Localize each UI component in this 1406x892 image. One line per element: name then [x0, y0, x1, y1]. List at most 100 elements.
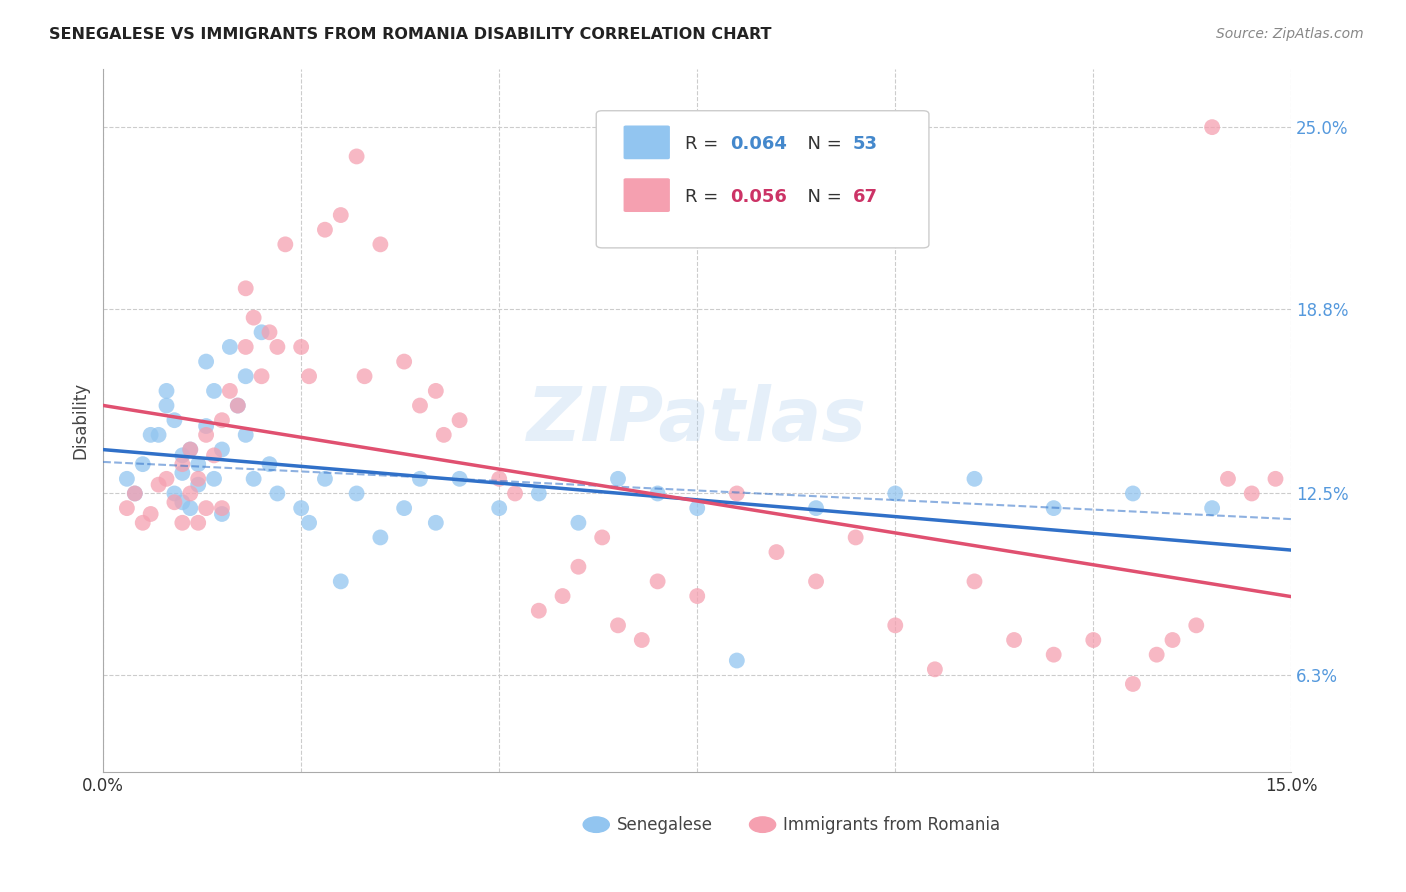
Point [630, 632, 652, 647]
Point [607, 472, 630, 486]
Point [1264, 472, 1286, 486]
Point [353, 369, 375, 384]
Text: Senegalese: Senegalese [616, 815, 713, 834]
Point [202, 449, 225, 463]
Point [1185, 618, 1208, 632]
Circle shape [749, 817, 776, 832]
Point [686, 589, 709, 603]
Point [591, 531, 613, 545]
Point [567, 516, 589, 530]
Point [845, 531, 868, 545]
Point [551, 589, 574, 603]
Point [132, 457, 155, 471]
Point [163, 413, 186, 427]
Point [1122, 677, 1144, 691]
Point [392, 354, 415, 368]
Point [259, 326, 281, 340]
Point [187, 472, 209, 486]
Point [1240, 486, 1263, 500]
Point [765, 545, 787, 559]
Point [235, 281, 257, 295]
Point [567, 559, 589, 574]
Point [155, 399, 177, 413]
Point [218, 384, 240, 398]
Text: SENEGALESE VS IMMIGRANTS FROM ROMANIA DISABILITY CORRELATION CHART: SENEGALESE VS IMMIGRANTS FROM ROMANIA DI… [49, 27, 772, 42]
Point [527, 486, 550, 500]
Text: 67: 67 [853, 187, 877, 205]
Text: Source: ZipAtlas.com: Source: ZipAtlas.com [1216, 27, 1364, 41]
Point [804, 574, 827, 589]
Y-axis label: Disability: Disability [72, 382, 89, 458]
Point [211, 413, 233, 427]
Point [259, 457, 281, 471]
Point [155, 384, 177, 398]
Point [195, 428, 218, 442]
Point [179, 442, 201, 457]
Point [607, 618, 630, 632]
Point [139, 507, 162, 521]
Point [148, 428, 170, 442]
Point [1201, 120, 1223, 135]
Point [527, 604, 550, 618]
Point [235, 340, 257, 354]
Point [202, 472, 225, 486]
Point [409, 472, 432, 486]
Point [250, 326, 273, 340]
Point [235, 428, 257, 442]
Point [1002, 632, 1025, 647]
Point [433, 428, 456, 442]
Point [250, 369, 273, 384]
Point [179, 501, 201, 516]
Text: N =: N = [796, 187, 848, 205]
FancyBboxPatch shape [624, 126, 669, 160]
FancyBboxPatch shape [596, 111, 929, 248]
Point [1042, 501, 1064, 516]
Point [1161, 632, 1184, 647]
Point [172, 449, 194, 463]
Point [1216, 472, 1239, 486]
Text: N =: N = [796, 135, 848, 153]
Point [163, 495, 186, 509]
Point [647, 574, 669, 589]
Point [425, 384, 447, 398]
Point [1042, 648, 1064, 662]
Point [172, 495, 194, 509]
Point [187, 516, 209, 530]
Point [725, 653, 748, 667]
Point [226, 399, 249, 413]
Point [449, 413, 471, 427]
Point [314, 472, 336, 486]
Point [290, 501, 312, 516]
Point [124, 486, 146, 500]
Point [290, 340, 312, 354]
Point [155, 472, 177, 486]
Point [963, 472, 986, 486]
Point [1201, 501, 1223, 516]
Point [725, 486, 748, 500]
Point [298, 516, 321, 530]
Text: 0.056: 0.056 [731, 187, 787, 205]
Point [370, 531, 392, 545]
Point [172, 466, 194, 480]
Point [148, 477, 170, 491]
Point [163, 486, 186, 500]
Point [924, 662, 946, 676]
Point [329, 574, 352, 589]
Point [187, 477, 209, 491]
Point [195, 354, 218, 368]
Point [329, 208, 352, 222]
Point [132, 516, 155, 530]
Point [172, 516, 194, 530]
Point [370, 237, 392, 252]
Text: R =: R = [685, 135, 724, 153]
Text: Immigrants from Romania: Immigrants from Romania [783, 815, 1000, 834]
Point [346, 149, 368, 163]
Point [503, 486, 526, 500]
Point [392, 501, 415, 516]
Point [488, 472, 510, 486]
Point [425, 516, 447, 530]
Point [314, 223, 336, 237]
Point [686, 501, 709, 516]
Point [266, 340, 288, 354]
Point [488, 501, 510, 516]
